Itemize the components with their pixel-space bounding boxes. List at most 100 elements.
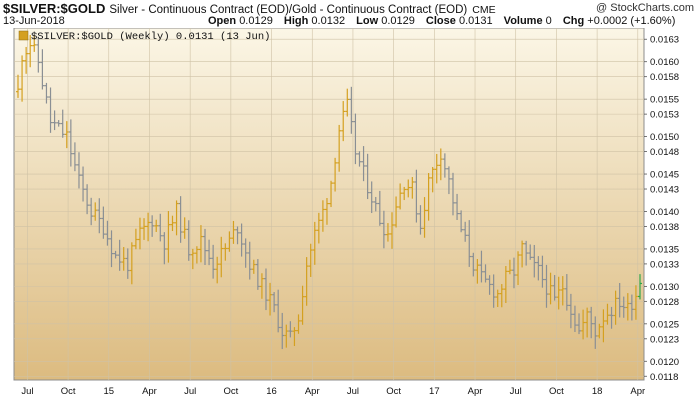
ohlc-bar: [304, 257, 309, 306]
plot-area: [13, 28, 645, 381]
ohlc-bar: [572, 305, 577, 332]
ohlc-bar: [32, 35, 37, 52]
ohlc-bar: [16, 74, 20, 98]
ohlc-bar: [487, 275, 492, 295]
ohlc-bar: [450, 172, 455, 216]
y-tick-label: 0.0128: [650, 297, 679, 308]
open-value: 0.0129: [239, 15, 273, 27]
x-axis: Jul Oct 15 Apr Jul Oct 16 Apr Jul Oct 17 Apr Jul Oct 1…: [21, 386, 645, 397]
chg-label: Chg: [562, 15, 585, 27]
high-label: High: [283, 15, 309, 27]
ohlc-bar: [341, 101, 346, 142]
ohlc-bar: [532, 244, 537, 278]
symbol-description: Silver - Continuous Contract (EOD)/Gold …: [109, 4, 468, 16]
legend-swatch: [18, 30, 29, 41]
ohlc-bar: [117, 239, 122, 271]
ohlc-bar: [207, 239, 212, 266]
ohlc-bar: [219, 236, 224, 278]
vertical-gridlines: [27, 28, 639, 380]
ohlc-bar: [459, 210, 464, 233]
y-tick-label: 0.0148: [650, 147, 679, 158]
ohlc-bar: [174, 200, 179, 236]
copyright-link[interactable]: @ StockCharts.com: [596, 2, 694, 14]
ohlc-bar: [280, 312, 285, 350]
y-tick-label: 0.0155: [650, 95, 679, 106]
ohlc-bar: [438, 148, 443, 181]
ohlc-bar: [548, 272, 553, 305]
y-tick-label: 0.0143: [650, 185, 679, 196]
ohlc-bar: [81, 166, 86, 202]
ohlc-bar: [617, 282, 622, 318]
quote-date: 13-Jun-2018: [3, 15, 65, 27]
ohlc-bar: [613, 290, 618, 325]
ohlc-bar: [150, 215, 155, 237]
ohlc-bar: [402, 186, 407, 201]
ohlc-bar: [284, 324, 289, 348]
x-tick-label: Oct: [223, 386, 238, 397]
x-tick-label: 18: [592, 386, 603, 397]
ohlc-bar: [137, 217, 142, 250]
ohlc-bar: [629, 294, 634, 321]
ohlc-bar: [467, 220, 472, 267]
ohlc-bar: [308, 243, 313, 277]
ohlc-bar: [170, 215, 175, 232]
ohlc-bar: [601, 309, 606, 343]
close-label: Close: [425, 15, 456, 27]
ohlc-bar: [560, 276, 565, 306]
horizontal-gridlines: [14, 38, 644, 377]
ohlc-bar: [255, 259, 260, 290]
ohlc-bar: [64, 121, 69, 149]
ohlc-bar: [540, 255, 545, 288]
ohlc-bars: [16, 35, 642, 350]
ohlc-bar: [483, 264, 488, 283]
ohlc-bar: [564, 274, 569, 311]
ohlc-bar: [357, 151, 362, 167]
ohlc-bar: [178, 196, 183, 243]
volume-label: Volume: [503, 15, 543, 27]
ohlc-bar: [239, 223, 244, 257]
ohlc-bar: [475, 259, 480, 284]
ohlc-bar: [361, 146, 366, 182]
ohlc-bar: [430, 166, 435, 193]
ohlc-bar: [442, 153, 447, 178]
y-tick-label: 0.0120: [650, 357, 679, 368]
ohlc-bar: [251, 259, 256, 274]
ohlc-bar: [577, 313, 582, 335]
ohlc-bar: [125, 248, 130, 279]
ohlc-bar: [418, 205, 423, 235]
ohlc-bar: [300, 285, 305, 325]
ohlc-bar: [406, 179, 411, 198]
x-tick-label: Apr: [630, 386, 645, 397]
ohlc-bar: [597, 323, 602, 339]
y-tick-label: 0.0163: [650, 35, 679, 46]
y-tick-label: 0.0133: [650, 259, 679, 270]
x-tick-label: Oct: [549, 386, 564, 397]
ohlc-bar: [72, 142, 77, 172]
ohlc-bar: [365, 153, 370, 200]
y-tick-label: 0.0140: [650, 207, 679, 218]
ohlc-bar: [552, 275, 557, 301]
exchange-label: CME: [472, 4, 496, 16]
x-tick-label: Jul: [510, 386, 522, 397]
ohlc-bar: [638, 274, 642, 300]
ohlc-bar: [320, 200, 325, 232]
x-tick-label: Oct: [61, 386, 76, 397]
ohlc-bar: [312, 221, 317, 265]
low-value: 0.0129: [381, 15, 415, 27]
ohlc-bar: [247, 241, 252, 280]
ohlc-bar: [568, 293, 573, 329]
ohlc-bar: [227, 231, 232, 252]
ohlc-bar: [194, 246, 199, 264]
y-tick-label: 0.0153: [650, 110, 679, 121]
ohlc-bar: [329, 180, 334, 208]
ohlc-bar: [625, 293, 630, 321]
ohlc-bar: [446, 166, 451, 195]
ohlc-bar: [414, 169, 419, 223]
ohlc-bar: [381, 210, 386, 249]
ohlc-bar: [40, 49, 45, 90]
x-tick-label: Jul: [347, 386, 359, 397]
volume-value: 0: [545, 15, 552, 27]
ohlc-bar: [491, 274, 496, 308]
ohlc-bar: [621, 296, 626, 318]
ohlc-bar: [544, 264, 549, 308]
